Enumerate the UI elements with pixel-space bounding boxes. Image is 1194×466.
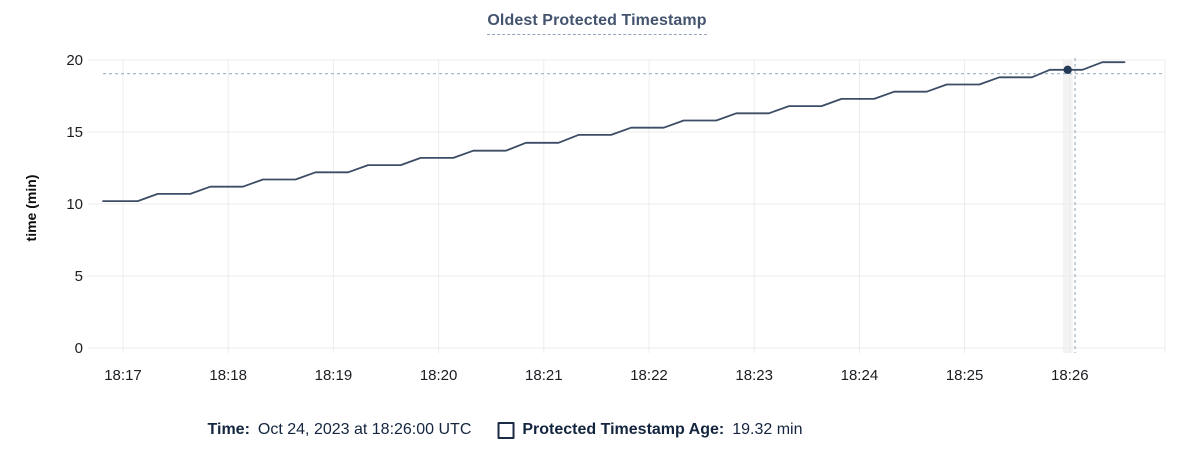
time-value: Oct 24, 2023 at 18:26:00 UTC [257,421,472,438]
x-tick-label: 18:17 [104,367,142,384]
time-label: Time: [207,421,250,438]
x-tick-label: 18:19 [315,367,353,384]
chart-title[interactable]: Oldest Protected Timestamp [487,12,707,35]
y-tick-label: 15 [66,124,83,141]
x-tick-label: 18:20 [420,367,458,384]
y-tick-label: 5 [75,268,83,285]
series-line [102,61,1126,203]
plot-area[interactable] [88,60,1165,348]
series-label: Protected Timestamp Age: [522,421,725,438]
x-tick-label: 18:24 [841,367,879,384]
timeseries-chart[interactable]: 0 5 10 15 20 18:17 18:18 18:19 18:20 18:21 18:22 18… [0,0,1194,410]
x-tick-label: 18:21 [525,367,563,384]
y-tick-label: 0 [75,340,83,357]
y-axis-title: time (min) [23,174,39,242]
hover-legend: Time: Oct 24, 2023 at 18:26:00 UTC Prote… [207,421,803,439]
x-tick-label: 18:23 [735,367,773,384]
hover-column-band [1062,60,1073,353]
x-tick-label: 18:26 [1051,367,1089,384]
hover-point-dot [1063,65,1072,74]
series-checkbox-icon[interactable] [497,421,515,439]
x-tick-label: 18:18 [209,367,247,384]
series-value: 19.32 min [732,421,803,438]
x-tick-label: 18:22 [630,367,668,384]
x-tick-label: 18:25 [946,367,984,384]
chart-title-row: Oldest Protected Timestamp [0,12,1194,35]
y-tick-label: 20 [66,52,83,69]
y-tick-label: 10 [66,196,83,213]
